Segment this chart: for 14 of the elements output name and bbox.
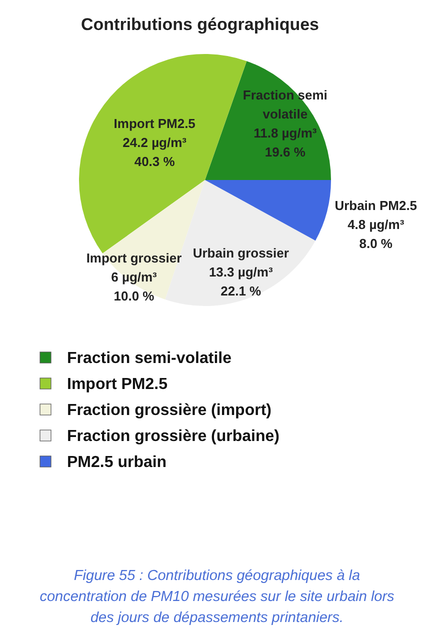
legend-label: Fraction semi-volatile	[67, 350, 232, 367]
chart-title: Contributions géographiques	[81, 15, 319, 34]
legend-label: Import PM2.5	[67, 376, 168, 393]
data-label: Import grossier 6 µg/m³ 10.0 %	[86, 250, 182, 304]
data-label: Urbain PM2.5 4.8 µg/m³ 8.0 %	[334, 198, 418, 251]
pie-slice	[205, 61, 331, 180]
legend-label: Fraction grossière (import)	[67, 402, 272, 419]
pie-slice	[205, 180, 331, 241]
data-label: Import PM2.5 24.2 µg/m³ 40.3 %	[114, 116, 196, 170]
legend-label: PM2.5 urbain	[67, 454, 167, 471]
legend-label: Fraction grossière (urbaine)	[67, 428, 280, 445]
caption: Figure 55 : Contributions géographiques à la concentration de PM10 mesurées sur le site urbain lors des jours de dépassements printaniers.	[40, 568, 394, 626]
data-label: Urbain grossier 13.3 µg/m³ 22.1 %	[192, 245, 289, 298]
data-label: Fraction semi volatile 11.8 µg/m³ 19.6 %	[242, 88, 328, 160]
